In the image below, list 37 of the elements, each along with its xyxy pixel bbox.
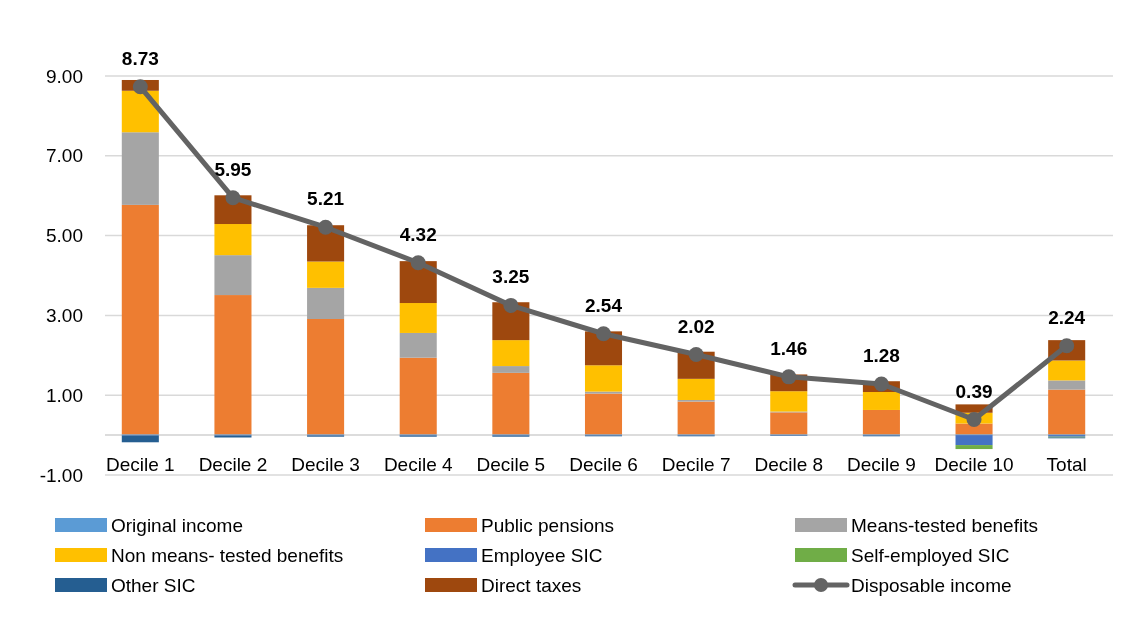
legend-label: Non means- tested benefits: [111, 544, 344, 566]
legend-label: Original income: [111, 514, 243, 536]
x-tick-label: Decile 9: [847, 453, 916, 475]
x-tick-label: Decile 1: [105, 453, 175, 475]
x-tick-label: Decile 5: [476, 453, 546, 475]
x-tick-label: Decile 8: [754, 453, 824, 475]
data-label: 5.21: [307, 188, 345, 210]
data-label: 1.46: [770, 337, 808, 359]
data-label: 2.02: [677, 315, 715, 337]
legend-label: Direct taxes: [481, 574, 582, 596]
data-label: 0.39: [955, 380, 993, 402]
data-label: 4.32: [399, 223, 437, 245]
y-tick-label: -1.00: [39, 464, 83, 486]
legend-label: Means-tested benefits: [851, 514, 1038, 536]
data-label: 2.54: [585, 294, 623, 316]
y-tick-label: 5.00: [46, 225, 83, 247]
data-label: 5.95: [214, 158, 252, 180]
legend-label: Employee SIC: [481, 544, 603, 566]
data-label: 8.73: [121, 47, 159, 69]
x-tick-label: Decile 10: [934, 453, 1014, 475]
y-tick-label: 1.00: [46, 384, 83, 406]
y-tick-label: 3.00: [46, 304, 83, 326]
data-label: 3.25: [492, 266, 530, 288]
x-tick-label: Total: [1046, 453, 1087, 475]
x-tick-label: Decile 2: [198, 453, 268, 475]
y-tick-label: 7.00: [46, 145, 83, 167]
legend-label: Other SIC: [111, 574, 196, 596]
legend-label: Self-employed SIC: [851, 544, 1010, 566]
legend-label: Public pensions: [481, 514, 615, 536]
x-tick-label: Decile 3: [291, 453, 360, 475]
y-tick-label: 9.00: [46, 65, 83, 87]
x-tick-label: Decile 6: [569, 453, 638, 475]
data-label: 1.28: [862, 345, 900, 367]
legend-label: Disposable income: [851, 574, 1012, 596]
x-tick-label: Decile 7: [661, 453, 731, 475]
data-label: 2.24: [1048, 306, 1086, 328]
x-tick-label: Decile 4: [383, 453, 453, 475]
